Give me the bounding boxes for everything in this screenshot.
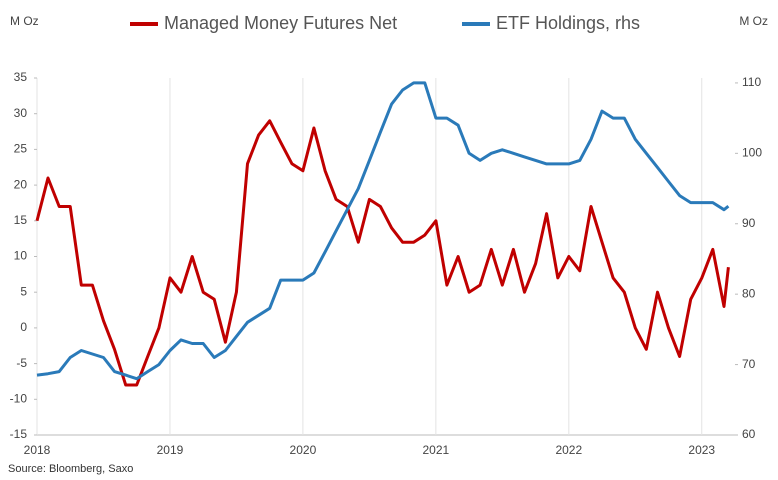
y-tick-label: -10 [10, 391, 28, 405]
y2-tick-label: 60 [742, 427, 756, 441]
x-tick-label: 2022 [555, 443, 582, 457]
y-tick-label: 0 [20, 320, 27, 334]
y-tick-label: 5 [20, 284, 27, 298]
x-tick-label: 2020 [290, 443, 317, 457]
y-tick-label: 10 [14, 249, 28, 263]
y2-tick-label: 100 [742, 146, 762, 160]
series-line [35, 119, 730, 387]
y2-tick-label: 90 [742, 216, 756, 230]
legend-label: Managed Money Futures Net [164, 13, 397, 33]
y-tick-label: 25 [14, 142, 28, 156]
y-tick-label: -5 [16, 356, 27, 370]
y2-tick-label: 80 [742, 286, 756, 300]
y2-axis-label: M Oz [739, 14, 768, 28]
source-note: Source: Bloomberg, Saxo [8, 463, 133, 475]
legend-label: ETF Holdings, rhs [496, 13, 640, 33]
y-axis-label: M Oz [10, 14, 39, 28]
y-tick-label: 15 [14, 213, 28, 227]
x-tick-label: 2018 [24, 443, 51, 457]
x-tick-label: 2023 [688, 443, 715, 457]
y2-tick-label: 70 [742, 357, 756, 371]
x-tick-label: 2021 [423, 443, 450, 457]
series-line [36, 81, 730, 381]
x-tick-label: 2019 [157, 443, 184, 457]
y-tick-label: 20 [14, 177, 28, 191]
y-tick-label: -15 [10, 427, 28, 441]
y-tick-label: 30 [14, 106, 28, 120]
y2-tick-label: 110 [742, 75, 761, 89]
y-tick-label: 35 [14, 70, 28, 84]
